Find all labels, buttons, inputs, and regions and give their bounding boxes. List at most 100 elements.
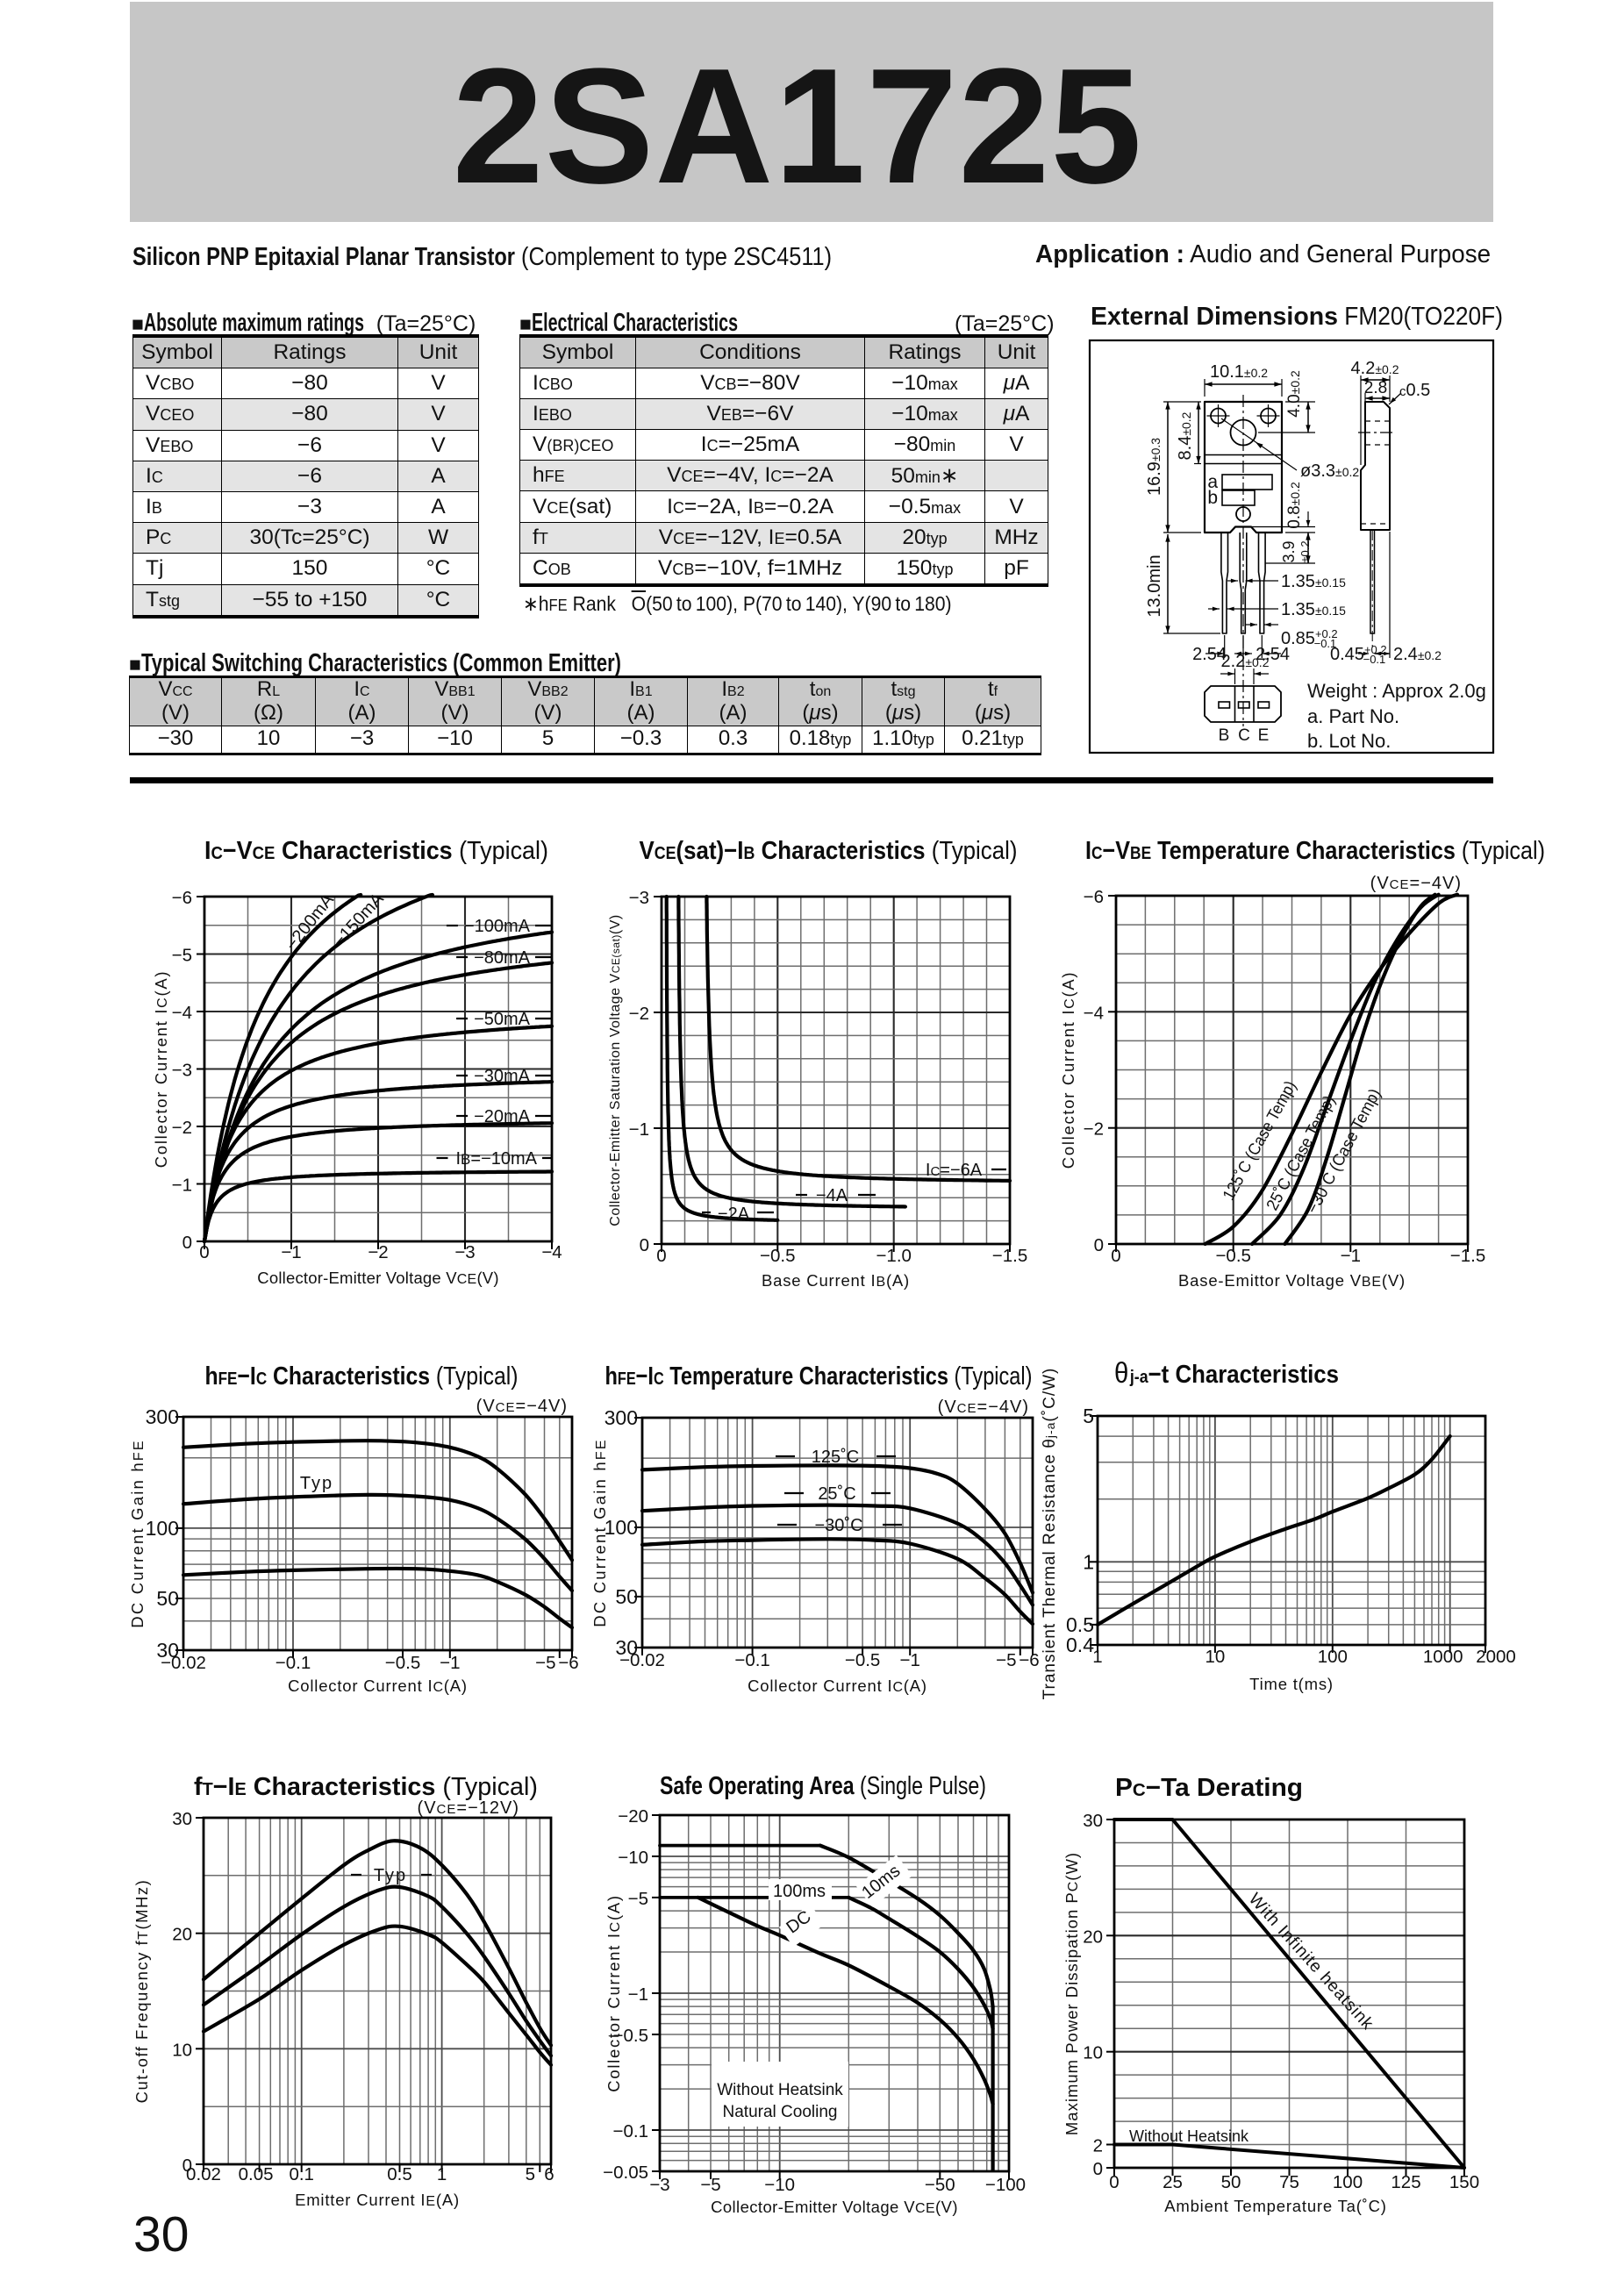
svg-text:−80mA: −80mA <box>474 948 531 968</box>
svg-text:IC=−6A: IC=−6A <box>926 1161 983 1180</box>
svg-text:125˚C: 125˚C <box>812 1448 859 1467</box>
svg-text:IC−VCE Characteristics (Typica: IC−VCE Characteristics (Typical) <box>204 837 548 865</box>
svg-text:2.4±0.2: 2.4±0.2 <box>1393 645 1442 664</box>
svg-text:With Infinite heatsink: With Infinite heatsink <box>1245 1890 1377 2034</box>
svg-text:Without Heatsink: Without Heatsink <box>717 2081 843 2099</box>
svg-text:0: 0 <box>1094 1235 1104 1255</box>
svg-text:0.8±0.2: 0.8±0.2 <box>1285 482 1304 529</box>
svg-text:−6: −6 <box>172 888 192 908</box>
svg-text:Without Heatsink: Without Heatsink <box>1129 2127 1249 2145</box>
svg-text:Safe Operating Area (Single Pu: Safe Operating Area (Single Pulse) <box>660 1772 986 1800</box>
svg-text:0.05: 0.05 <box>239 2164 274 2184</box>
svg-text:Natural Cooling: Natural Cooling <box>723 2103 838 2121</box>
svg-text:−2: −2 <box>629 1004 649 1024</box>
svg-text:Collector Current IC(A): Collector Current IC(A) <box>605 1894 623 2091</box>
svg-text:Collector-Emitter Voltage VCE(: Collector-Emitter Voltage VCE(V) <box>711 2198 958 2216</box>
svg-text:300: 300 <box>605 1406 638 1429</box>
svg-text:−20: −20 <box>618 1806 648 1827</box>
svg-text:−20mA: −20mA <box>474 1107 531 1126</box>
svg-text:VCE(sat)−IB Characteristics (T: VCE(sat)−IB Characteristics (Typical) <box>640 837 1018 865</box>
svg-text:10: 10 <box>1205 1647 1225 1667</box>
svg-text:30: 30 <box>615 1636 638 1659</box>
svg-text:DC Current Gain hFE: DC Current Gain hFE <box>128 1439 147 1627</box>
svg-text:300: 300 <box>146 1405 179 1428</box>
svg-text:−100mA: −100mA <box>464 917 531 936</box>
svg-text:5: 5 <box>526 2164 535 2184</box>
svg-text:0: 0 <box>182 1233 192 1253</box>
svg-text:50: 50 <box>156 1587 179 1610</box>
svg-text:Collector Current IC(A): Collector Current IC(A) <box>288 1677 468 1695</box>
svg-text:−2: −2 <box>1084 1119 1104 1140</box>
svg-text:0: 0 <box>656 1246 666 1266</box>
svg-text:B: B <box>1219 726 1230 745</box>
svg-text:2.54: 2.54 <box>1256 645 1290 664</box>
svg-text:3.9: 3.9 <box>1280 540 1298 562</box>
svg-text:−4A: −4A <box>816 1186 848 1205</box>
svg-text:±0.2: ±0.2 <box>1298 540 1312 562</box>
svg-text:−6: −6 <box>1019 1650 1039 1670</box>
svg-text:−3: −3 <box>629 888 649 908</box>
svg-text:25˚C: 25˚C <box>818 1484 855 1504</box>
svg-text:Maximum Power Dissipation PC(W: Maximum Power Dissipation PC(W) <box>1062 1852 1081 2135</box>
svg-text:−5: −5 <box>700 2175 720 2195</box>
svg-text:DC Current Gain hFE: DC Current Gain hFE <box>590 1438 609 1627</box>
svg-text:−3: −3 <box>172 1061 192 1081</box>
svg-text:50: 50 <box>1221 2172 1241 2192</box>
svg-text:10: 10 <box>172 2040 192 2060</box>
svg-text:0: 0 <box>199 1242 209 1262</box>
svg-text:Cut-off Frequency fT(MHz): Cut-off Frequency fT(MHz) <box>132 1879 151 2104</box>
svg-text:1: 1 <box>437 2164 447 2184</box>
svg-text:−0.1: −0.1 <box>275 1653 311 1673</box>
svg-text:Typ: Typ <box>300 1474 333 1493</box>
svg-text:2: 2 <box>1093 2136 1103 2156</box>
svg-text:2.8: 2.8 <box>1364 379 1387 397</box>
svg-text:100ms: 100ms <box>773 1882 826 1901</box>
svg-text:4.0±0.2: 4.0±0.2 <box>1285 370 1304 418</box>
svg-text:0.45+0.2−0.1: 0.45+0.2 −0.1 <box>1330 643 1387 666</box>
svg-text:4.2±0.2: 4.2±0.2 <box>1351 359 1399 378</box>
svg-text:25: 25 <box>1163 2172 1183 2192</box>
svg-text:a. Part No.: a. Part No. <box>1307 705 1399 727</box>
svg-text:(VCE=−4V): (VCE=−4V) <box>476 1397 568 1416</box>
svg-text:−1: −1 <box>1341 1246 1361 1266</box>
svg-text:100: 100 <box>146 1517 179 1540</box>
svg-text:30: 30 <box>1083 1811 1103 1831</box>
svg-text:150: 150 <box>1449 2172 1479 2192</box>
svg-text:−5: −5 <box>172 946 192 966</box>
svg-text:−4: −4 <box>541 1242 562 1262</box>
svg-text:Collector Current IC(A): Collector Current IC(A) <box>748 1677 927 1695</box>
svg-text:fT−IE Characteristics (Typical: fT−IE Characteristics (Typical) <box>194 1773 538 1801</box>
svg-text:Base Current IB(A): Base Current IB(A) <box>762 1271 910 1290</box>
svg-text:IB=−10mA: IB=−10mA <box>455 1149 537 1169</box>
svg-text:8.4±0.2: 8.4±0.2 <box>1176 411 1195 460</box>
svg-text:ø3.3±0.2: ø3.3±0.2 <box>1300 461 1359 481</box>
svg-text:1000: 1000 <box>1423 1647 1463 1667</box>
svg-text:−150mA: −150mA <box>329 889 388 951</box>
svg-text:125: 125 <box>1391 2172 1420 2192</box>
svg-text:hFE−IC Characteristics (Typica: hFE−IC Characteristics (Typical) <box>205 1362 519 1391</box>
svg-text:0.1: 0.1 <box>289 2164 314 2184</box>
svg-text:0: 0 <box>1111 1246 1120 1266</box>
svg-text:−0.5: −0.5 <box>385 1653 420 1673</box>
svg-text:−2: −2 <box>368 1242 388 1262</box>
svg-text:Transient Thermal Resistance θ: Transient Thermal Resistance θj-a(˚C/W) <box>1041 1368 1059 1700</box>
svg-text:2000: 2000 <box>1476 1647 1516 1667</box>
svg-text:30: 30 <box>172 1809 192 1829</box>
svg-text:c0.5: c0.5 <box>1399 381 1430 400</box>
svg-text:0.5: 0.5 <box>1066 1613 1094 1636</box>
svg-text:10: 10 <box>1083 2043 1103 2063</box>
svg-text:a: a <box>1207 472 1218 492</box>
svg-text:−0.1: −0.1 <box>613 2121 648 2141</box>
svg-text:75: 75 <box>1279 2172 1299 2192</box>
svg-text:θ j-a−t Characteristics: θ j-a−t Characteristics <box>1114 1356 1339 1389</box>
svg-text:(VCE=−12V): (VCE=−12V) <box>418 1798 519 1818</box>
svg-text:Collector-Emitter Voltage VCE(: Collector-Emitter Voltage VCE(V) <box>257 1269 498 1287</box>
svg-text:−50mA: −50mA <box>474 1010 531 1029</box>
svg-text:−0.5: −0.5 <box>613 2026 648 2046</box>
svg-text:−0.02: −0.02 <box>161 1653 206 1673</box>
svg-text:−5: −5 <box>628 1889 648 1909</box>
svg-text:−1.5: −1.5 <box>1450 1246 1485 1266</box>
svg-text:10.1±0.2: 10.1±0.2 <box>1210 362 1268 382</box>
svg-text:0.85+0.2−0.1: 0.85+0.2 −0.1 <box>1281 627 1338 650</box>
svg-text:0: 0 <box>640 1235 649 1255</box>
